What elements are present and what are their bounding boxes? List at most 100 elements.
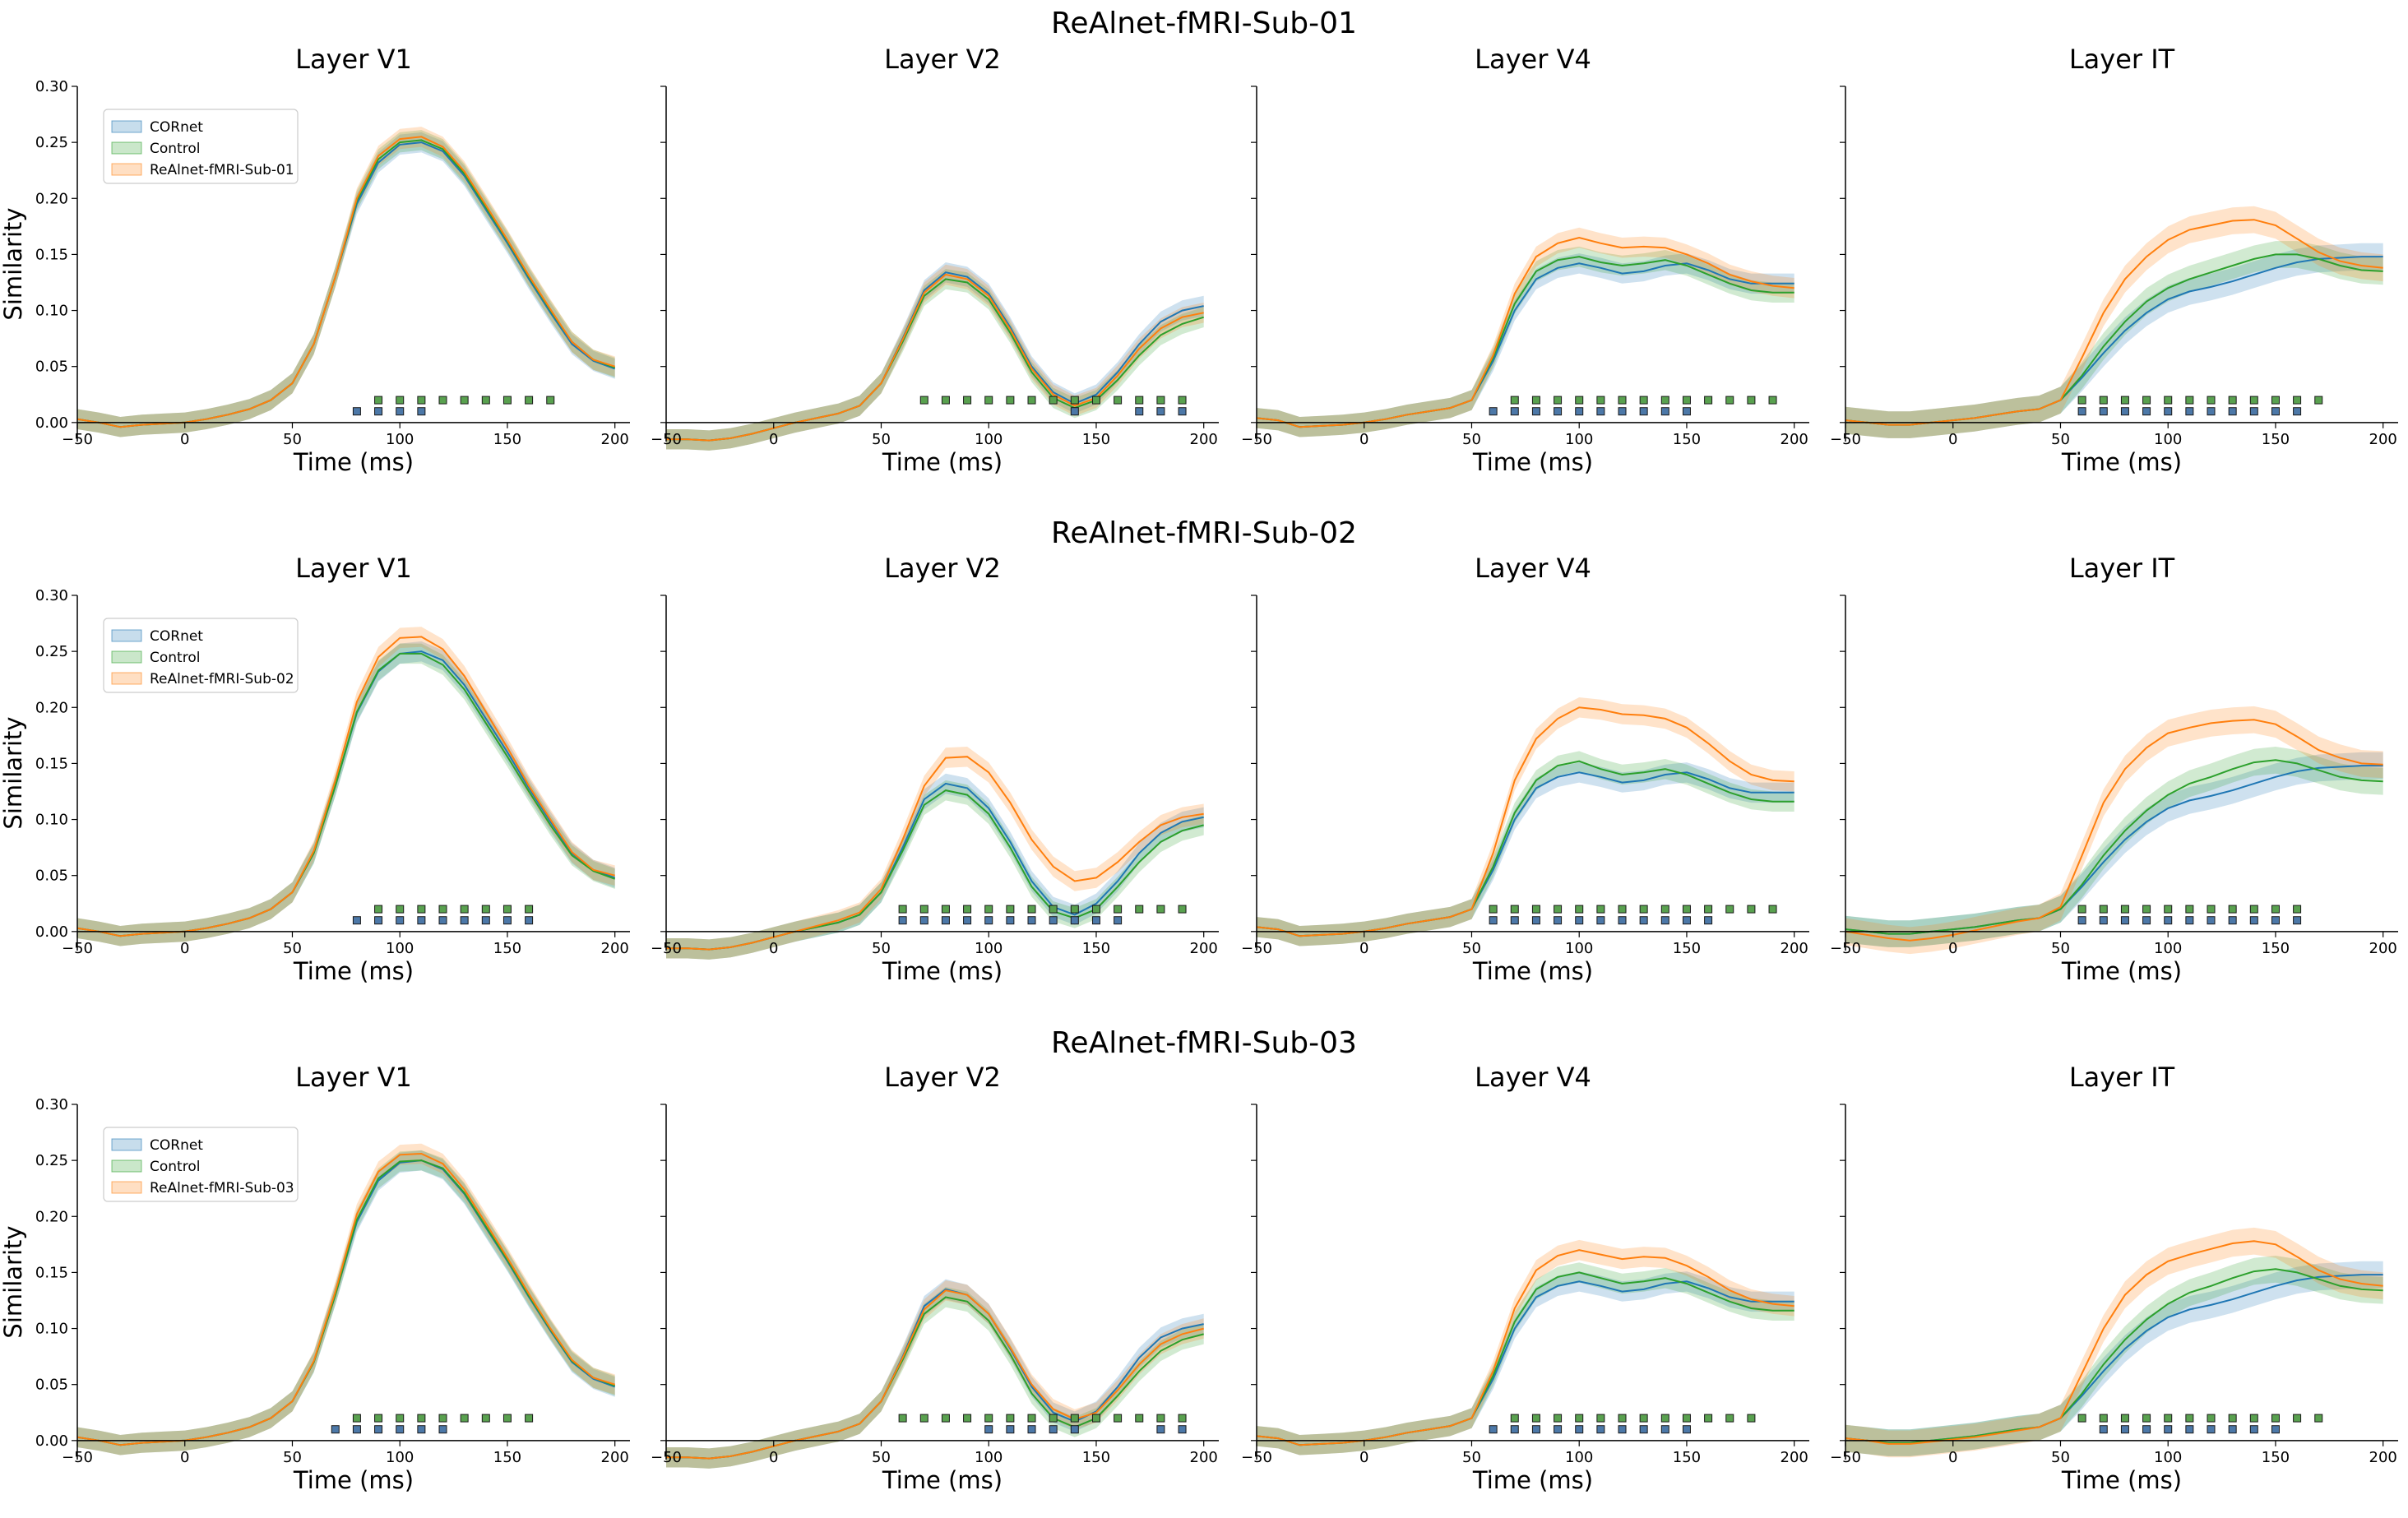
sig-marker-cornet-r3-v4	[1618, 1425, 1627, 1434]
sig-marker-control-r3-v4	[1747, 1414, 1756, 1423]
legend-swatch-realnet	[111, 163, 142, 176]
x-tick-label-r2-v1: 100	[386, 940, 414, 957]
sig-marker-control-r1-v1	[525, 396, 534, 405]
y-tick-label-r3-v1: 0.30	[35, 1096, 68, 1113]
sig-marker-cornet-r2-v4	[1660, 916, 1669, 925]
panel-r1-it: Layer IT −50 0 50 100 150 200 Time (ms)	[1830, 44, 2398, 476]
sig-marker-control-r3-v2	[1027, 1414, 1036, 1423]
sig-marker-control-r2-it	[2207, 905, 2216, 914]
x-tick-label-r2-v4: 100	[1565, 940, 1593, 957]
sig-marker-cornet-r1-it	[2164, 407, 2173, 416]
x-tick-label-r3-v4: 150	[1673, 1449, 1701, 1466]
sig-marker-cornet-r1-v4	[1660, 407, 1669, 416]
legend-swatch-realnet	[111, 672, 142, 685]
sig-marker-cornet-r1-v4	[1618, 407, 1627, 416]
panel-r3-v1: Layer V1 0.00 0.05 0.10 0.15 0.20 0.25 0.30 −50 0…	[0, 1062, 630, 1494]
realnet-band-r3-v4	[1257, 1239, 1794, 1456]
row-title-sub-03: ReAlnet-fMRI-Sub-03	[1051, 1026, 1357, 1060]
sig-marker-control-r1-v4	[1510, 396, 1519, 405]
realnet-line-r3-v1	[76, 1152, 615, 1446]
panel-title-r1-v4: Layer V4	[1475, 44, 1591, 75]
sig-marker-cornet-r2-it	[2249, 916, 2258, 925]
sig-marker-control-r1-it	[2120, 396, 2129, 405]
sig-marker-control-r2-v2	[1178, 905, 1187, 914]
realnet-band-r3-v1	[77, 1143, 615, 1456]
sig-marker-cornet-r2-v2	[984, 916, 993, 925]
sig-marker-control-r2-v2	[1049, 905, 1058, 914]
cornet-band-r3-v4	[1257, 1271, 1794, 1456]
sig-marker-control-r1-v2	[1114, 396, 1123, 405]
sig-marker-cornet-r3-v1	[396, 1425, 405, 1434]
sig-marker-cornet-r1-it	[2099, 407, 2108, 416]
panel-title-r2-v2: Layer V2	[884, 553, 1001, 584]
realnet-band-r2-it	[1845, 706, 2383, 955]
control-band-r1-it	[1845, 241, 2383, 438]
sig-marker-cornet-r3-v4	[1639, 1425, 1648, 1434]
x-tick-label-r2-v4: 200	[1781, 940, 1808, 957]
cornet-band-r2-v1	[77, 641, 615, 946]
y-tick-label-r1-v1: 0.00	[35, 414, 68, 432]
sig-marker-control-r1-v2	[1006, 396, 1015, 405]
sig-marker-control-r2-v2	[919, 905, 928, 914]
sig-marker-cornet-r2-v1	[502, 916, 512, 925]
sig-marker-cornet-r3-it	[2120, 1425, 2129, 1434]
sig-marker-control-r2-it	[2249, 905, 2258, 914]
realnet-band-r1-v2	[666, 264, 1204, 451]
sig-marker-cornet-r3-v1	[352, 1425, 361, 1434]
x-axis-label-r3-v1: Time (ms)	[293, 1466, 414, 1494]
sig-marker-control-r2-v4	[1725, 905, 1734, 914]
x-tick-label-r2-it: 0	[1948, 940, 1957, 957]
x-tick-label-r2-v4: 0	[1359, 940, 1368, 957]
y-tick-label-r3-v1: 0.15	[35, 1264, 68, 1281]
sig-marker-control-r3-it	[2249, 1414, 2258, 1423]
x-tick-label-r2-it: 150	[2262, 940, 2290, 957]
legend-label-control: Control	[150, 1159, 200, 1175]
sig-marker-cornet-r3-v4	[1660, 1425, 1669, 1434]
sig-marker-control-r2-it	[2185, 905, 2194, 914]
panel-title-r3-v2: Layer V2	[884, 1062, 1001, 1093]
realnet-band-r1-v1	[77, 127, 615, 437]
x-axis-label-r2-it: Time (ms)	[2061, 957, 2182, 985]
x-tick-label-r2-v2: −50	[651, 940, 682, 957]
sig-marker-control-r2-it	[2142, 905, 2151, 914]
x-tick-label-r1-v4: 150	[1673, 431, 1701, 448]
sig-marker-cornet-r1-v4	[1510, 407, 1519, 416]
realnet-line-r1-v4	[1256, 236, 1794, 428]
sig-marker-control-r1-v1	[460, 396, 469, 405]
sig-marker-cornet-r2-it	[2271, 916, 2280, 925]
sig-marker-cornet-r3-it	[2099, 1425, 2108, 1434]
sig-marker-control-r1-v2	[1091, 396, 1100, 405]
sig-marker-control-r2-v2	[963, 905, 972, 914]
legend-swatch-control	[111, 650, 142, 664]
control-band-r1-v4	[1257, 246, 1794, 437]
sig-marker-cornet-r3-v4	[1531, 1425, 1540, 1434]
sig-marker-cornet-r1-v1	[352, 407, 361, 416]
x-tick-label-r2-v2: 200	[1190, 940, 1218, 957]
x-tick-label-r2-v2: 0	[769, 940, 778, 957]
sig-marker-control-r1-v2	[919, 396, 928, 405]
sig-marker-control-r3-it	[2099, 1414, 2108, 1423]
sig-marker-control-r3-v1	[502, 1414, 512, 1423]
sig-marker-control-r1-v1	[396, 396, 405, 405]
x-tick-label-r1-v1: 200	[601, 431, 629, 448]
sig-marker-control-r3-it	[2293, 1414, 2302, 1423]
panel-title-r3-v4: Layer V4	[1475, 1062, 1591, 1093]
panel-title-r2-it: Layer IT	[2069, 553, 2175, 584]
y-tick-label-r1-v1: 0.25	[35, 134, 68, 151]
sig-marker-cornet-r2-v2	[919, 916, 928, 925]
sig-marker-cornet-r2-v1	[481, 916, 490, 925]
legend-label-cornet: CORnet	[150, 119, 203, 136]
sig-marker-cornet-r1-it	[2077, 407, 2086, 416]
sig-marker-cornet-r3-v4	[1510, 1425, 1519, 1434]
sig-marker-cornet-r2-v2	[963, 916, 972, 925]
panel-r2-v2: Layer V2 −50 0 50 100 150 200 Time (ms)	[651, 553, 1219, 985]
sig-marker-control-r3-v2	[1049, 1414, 1058, 1423]
sig-marker-cornet-r1-v4	[1531, 407, 1540, 416]
legend-row-3: CORnet Control ReAlnet-fMRI-Sub-03	[103, 1127, 299, 1202]
control-band-r3-v2	[666, 1287, 1204, 1469]
legend-label-control: Control	[150, 141, 200, 157]
x-axis-label-r3-v2: Time (ms)	[882, 1466, 1003, 1494]
realnet-band-r1-v4	[1257, 227, 1794, 437]
x-tick-label-r3-v1: 150	[493, 1449, 521, 1466]
